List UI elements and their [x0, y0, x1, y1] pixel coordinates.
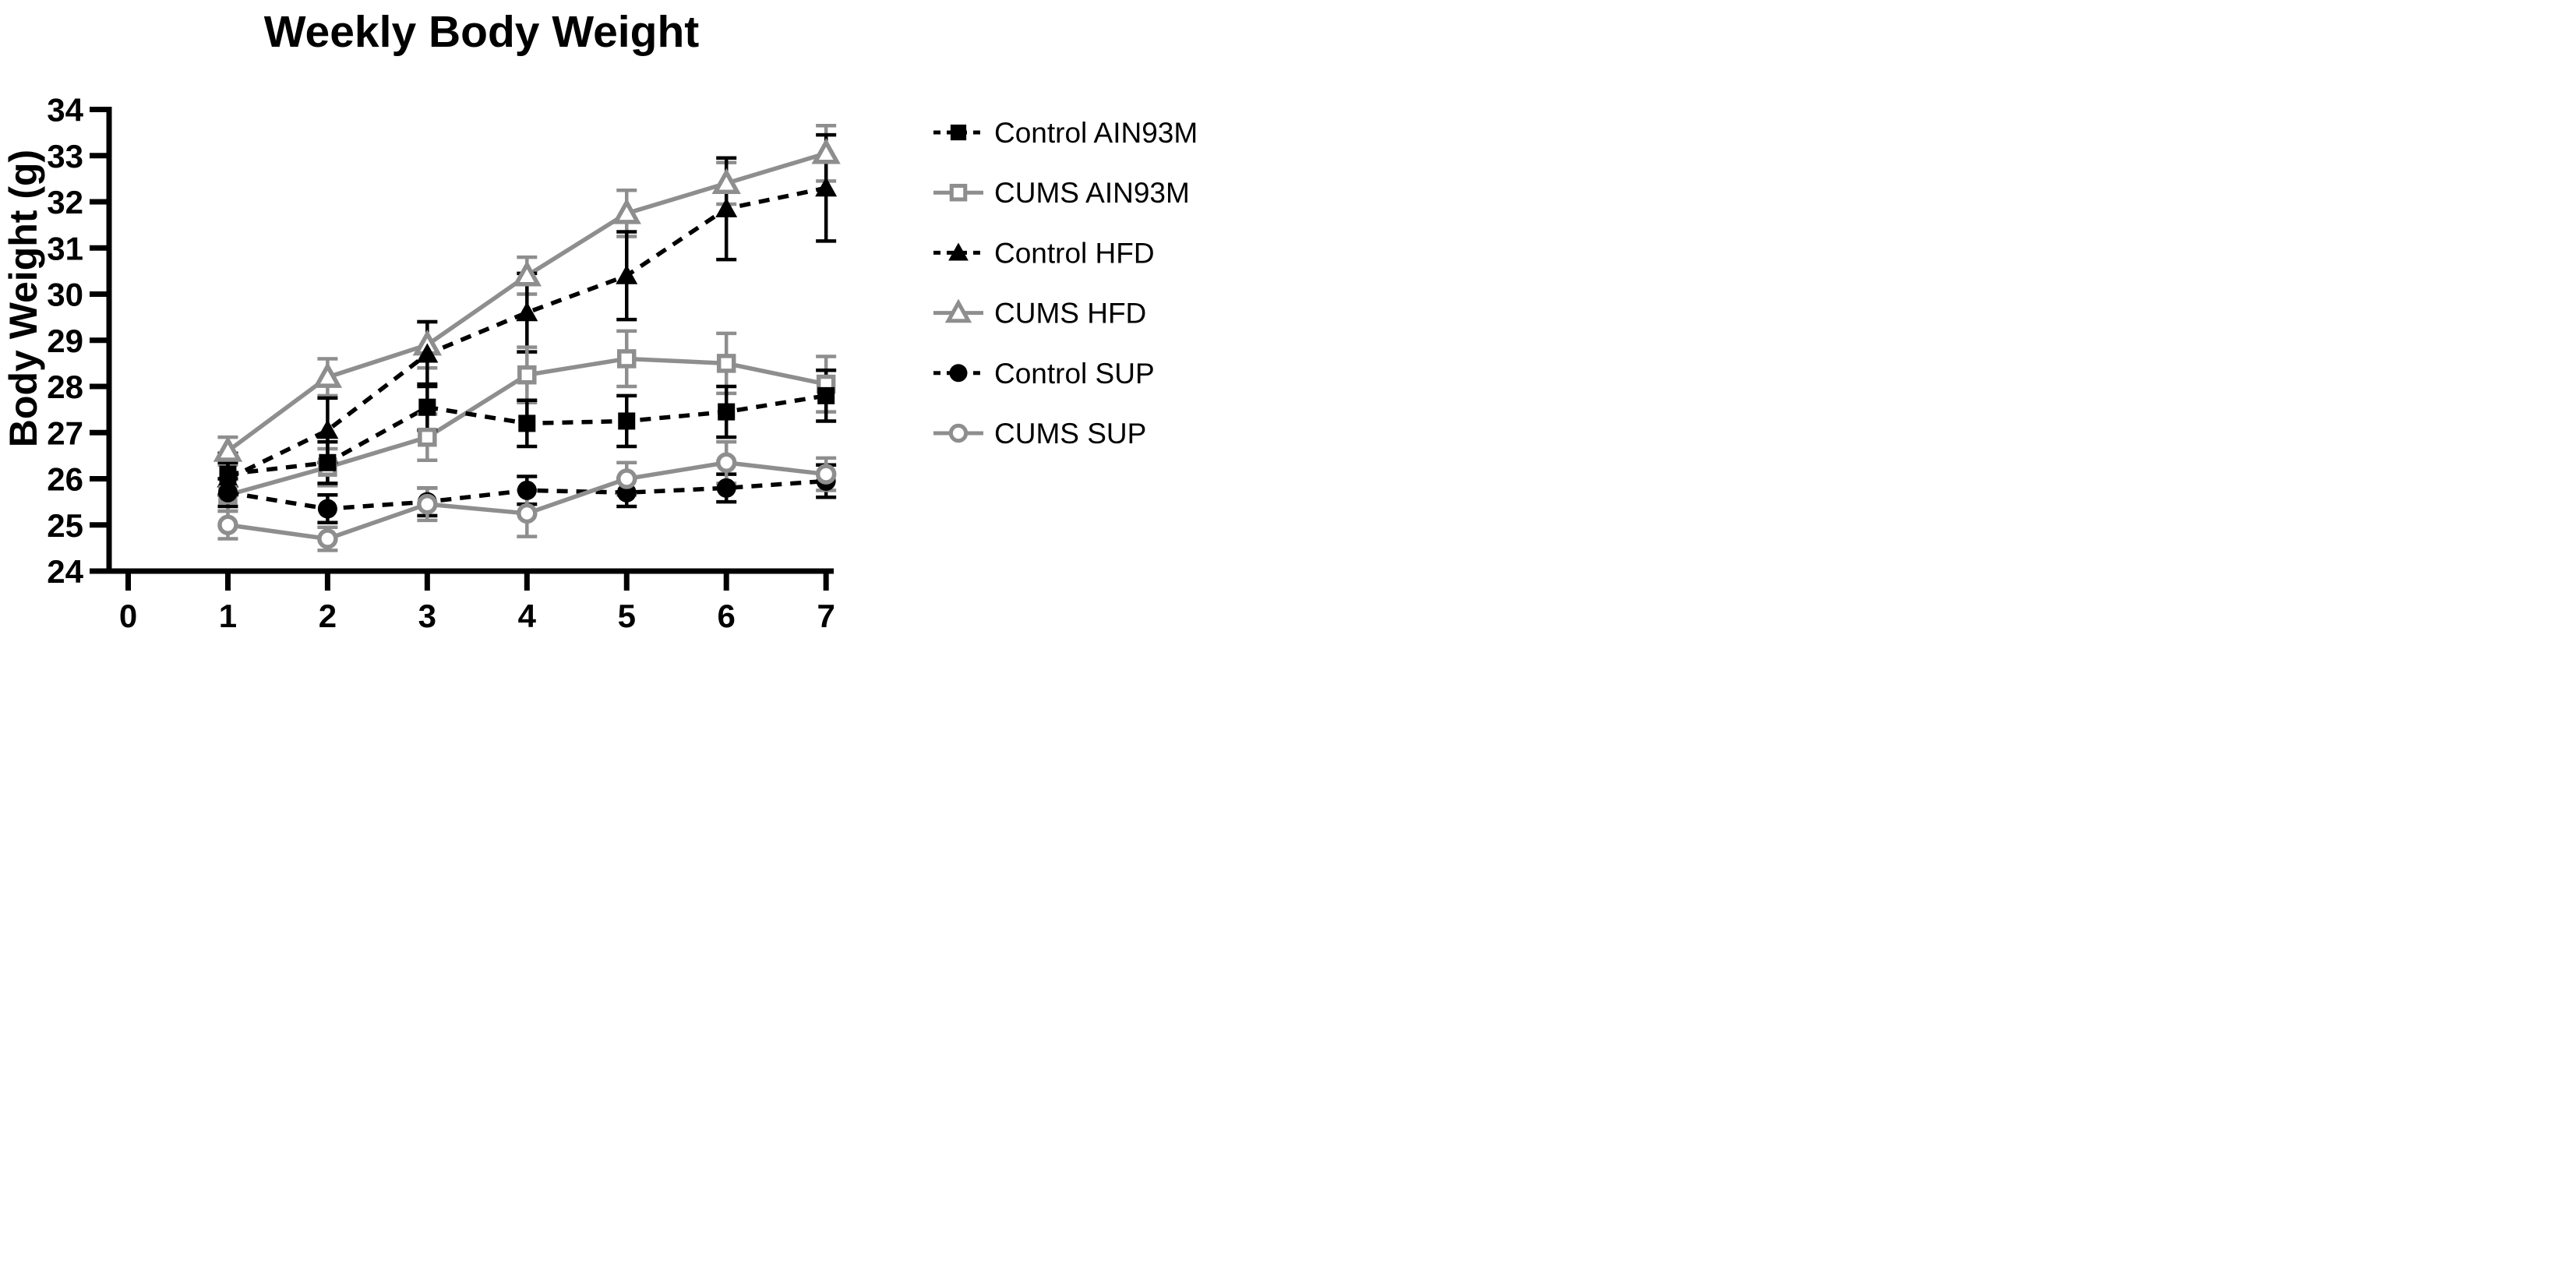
marker-circle-open-icon: [217, 514, 238, 535]
marker-square-filled-icon: [718, 403, 736, 421]
marker-square-filled-icon: [319, 453, 337, 471]
y-axis-label: Body Weight (g): [2, 149, 45, 448]
x-tick-label: 2: [319, 598, 337, 634]
legend-label: Control AIN93M: [994, 117, 1198, 149]
marker-triangle-filled-icon: [948, 242, 969, 261]
marker-circle-filled-icon: [317, 499, 337, 519]
marker-triangle-filled-icon: [516, 302, 538, 322]
legend-item-control-sup: Control SUP: [933, 358, 1155, 390]
y-tick-label: 30: [47, 277, 83, 313]
x-tick-label: 3: [418, 598, 436, 634]
marker-triangle-filled-icon: [316, 419, 339, 439]
y-tick-label: 26: [47, 461, 83, 498]
marker-circle-filled-icon: [217, 482, 238, 503]
x-tick-label: 4: [518, 598, 537, 634]
marker-circle-open-icon: [715, 452, 737, 474]
marker-circle-open-icon: [948, 423, 969, 443]
legend-label: CUMS SUP: [994, 418, 1146, 450]
series-control-ain93m: [219, 386, 835, 483]
legend-label: CUMS HFD: [994, 298, 1146, 330]
marker-square-open-icon: [716, 354, 736, 373]
marker-square-filled-icon: [418, 398, 436, 416]
marker-circle-filled-icon: [517, 480, 537, 500]
legend-label: CUMS AIN93M: [994, 177, 1190, 209]
marker-circle-filled-icon: [716, 478, 736, 498]
marker-square-filled-icon: [950, 124, 967, 141]
legend-item-cums-ain93m: CUMS AIN93M: [933, 177, 1190, 209]
marker-square-filled-icon: [618, 412, 636, 430]
marker-square-open-icon: [517, 365, 537, 385]
legend-label: Control HFD: [994, 237, 1155, 269]
y-tick-label: 27: [47, 414, 83, 451]
marker-circle-open-icon: [317, 528, 338, 549]
marker-triangle-filled-icon: [815, 177, 838, 197]
marker-square-open-icon: [949, 183, 968, 202]
y-tick-label: 33: [47, 138, 83, 175]
marker-triangle-open-icon: [612, 198, 641, 224]
series-cums-sup: [217, 452, 837, 549]
marker-circle-open-icon: [616, 468, 637, 489]
marker-triangle-open-icon: [312, 362, 343, 388]
marker-circle-open-icon: [417, 493, 438, 515]
y-tick-label: 32: [47, 184, 83, 220]
weekly-body-weight-chart: Weekly Body Weight Body Weight (g) 24 25 2…: [0, 0, 1288, 642]
marker-circle-open-icon: [517, 503, 538, 524]
marker-square-open-icon: [617, 349, 637, 369]
legend-label: Control SUP: [994, 358, 1155, 390]
marker-square-filled-icon: [518, 414, 536, 432]
legend-item-control-ain93m: Control AIN93M: [933, 117, 1198, 149]
y-tick-label: 24: [47, 553, 83, 590]
y-tick-label: 28: [47, 369, 83, 405]
legend-item-control-hfd: Control HFD: [933, 237, 1155, 269]
marker-square-filled-icon: [817, 386, 835, 404]
marker-triangle-open-icon: [711, 168, 741, 195]
marker-triangle-open-icon: [512, 260, 542, 287]
marker-circle-filled-icon: [949, 364, 968, 383]
y-tick-label: 34: [47, 92, 83, 129]
marker-triangle-filled-icon: [416, 343, 439, 363]
legend: Control AIN93M CUMS AIN93M Control HFD CUMS…: [933, 117, 1198, 450]
x-tick-label: 5: [618, 598, 636, 634]
marker-square-filled-icon: [219, 465, 237, 483]
legend-item-cums-sup: CUMS SUP: [933, 418, 1146, 450]
marker-triangle-filled-icon: [715, 197, 738, 217]
marker-triangle-open-icon: [944, 298, 972, 323]
marker-square-open-icon: [418, 427, 437, 447]
marker-circle-open-icon: [815, 464, 837, 485]
marker-triangle-open-icon: [213, 436, 243, 462]
series-markers: [213, 138, 841, 549]
x-tick-label: 7: [817, 598, 835, 634]
y-tick-label: 31: [47, 230, 83, 266]
legend-item-cums-hfd: CUMS HFD: [933, 298, 1146, 330]
x-tick-label: 0: [119, 598, 137, 634]
y-tick-label: 25: [47, 507, 83, 544]
marker-triangle-filled-icon: [616, 264, 638, 284]
x-tick-label: 6: [718, 598, 736, 634]
marker-triangle-open-icon: [811, 138, 841, 164]
x-tick-label: 1: [219, 598, 237, 634]
chart-title: Weekly Body Weight: [263, 7, 700, 57]
y-tick-label: 29: [47, 323, 83, 359]
